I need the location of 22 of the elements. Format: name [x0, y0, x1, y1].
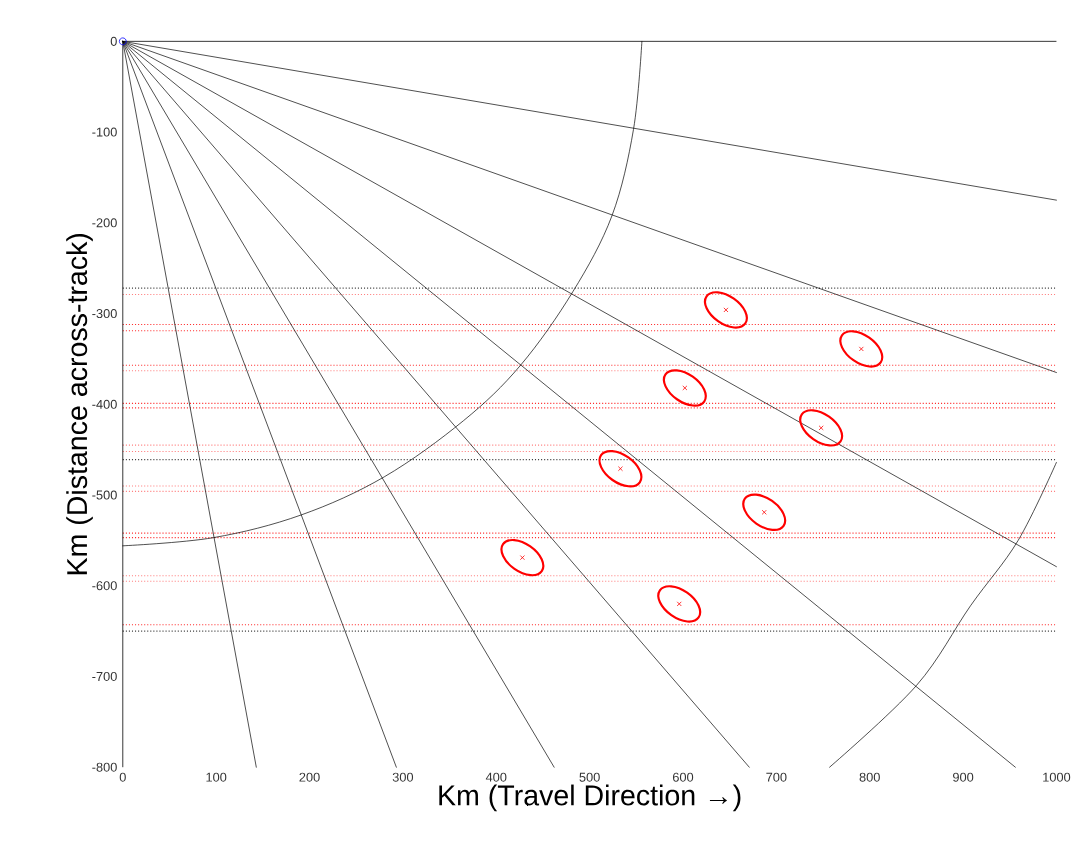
x-tick-label: 1000 [1043, 772, 1071, 782]
x-tick-label: 300 [392, 772, 414, 782]
y-tick-label: -600 [92, 581, 117, 591]
x-axis-title: Km (Travel Direction →) [439, 784, 741, 812]
y-tick-label: -500 [92, 490, 117, 500]
x-tick-label: 600 [672, 772, 694, 782]
y-tick-label: -100 [92, 127, 117, 137]
y-tick-label: -700 [92, 671, 117, 682]
y-tick-label: -200 [92, 218, 117, 228]
x-tick-label: 800 [859, 772, 880, 782]
y-tick-label: -400 [92, 399, 117, 409]
x-tick-label: 100 [206, 772, 227, 782]
y-tick-label: -800 [92, 762, 117, 772]
y-tick-label: -300 [92, 309, 117, 319]
x-tick-label: 0 [119, 772, 126, 782]
x-tick-label: 200 [299, 772, 320, 782]
y-tick-label: 0 [110, 36, 117, 46]
x-tick-label: 500 [579, 772, 600, 782]
x-tick-label: 900 [953, 772, 974, 782]
x-tick-label: 400 [485, 772, 507, 782]
x-tick-label: 700 [766, 772, 787, 782]
y-axis-title: Km (Distance across-track) [66, 233, 93, 575]
